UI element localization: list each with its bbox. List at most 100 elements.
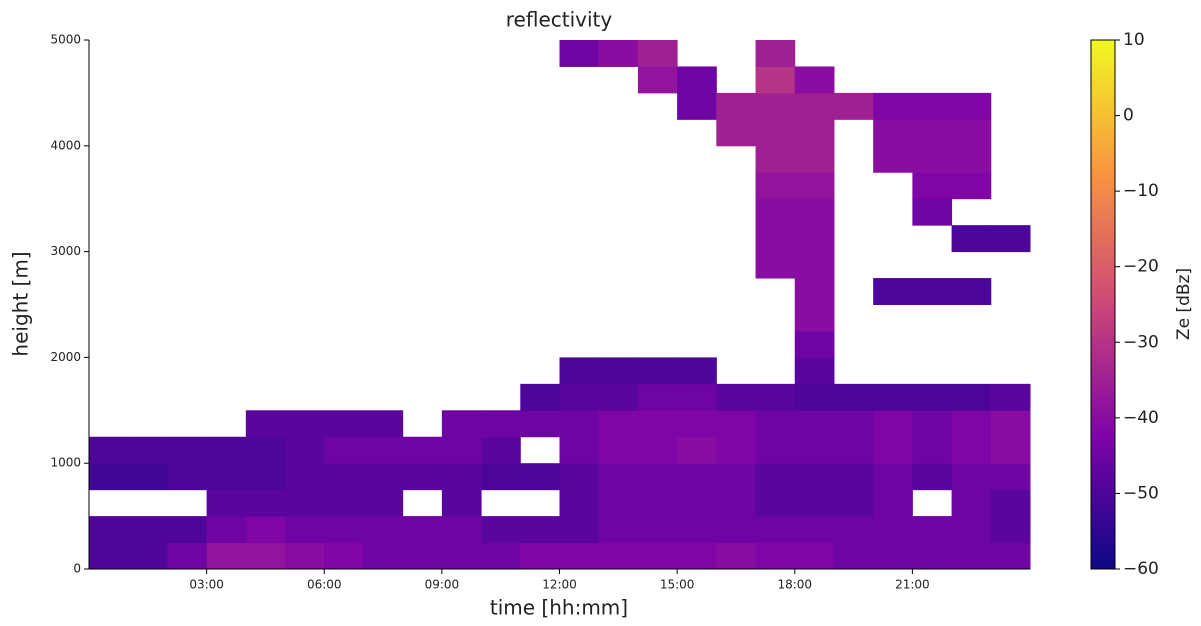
y-tick-label: 0 <box>73 562 81 576</box>
heatmap-cell <box>912 436 953 464</box>
heatmap-cell <box>912 516 953 544</box>
heatmap-cell <box>794 304 835 332</box>
colorbar-tick-label: 0 <box>1123 106 1134 126</box>
heatmap-cell <box>559 463 600 491</box>
heatmap-cell <box>794 225 835 253</box>
heatmap-cell <box>951 225 992 253</box>
heatmap-cell <box>637 410 678 438</box>
heatmap-cell <box>990 463 1031 491</box>
colorbar-tick-label: −20 <box>1123 257 1159 277</box>
colorbar <box>1090 39 1116 570</box>
heatmap-cell <box>677 463 717 491</box>
heatmap-cell <box>167 463 208 491</box>
heatmap-cell <box>794 145 835 173</box>
heatmap-cell <box>206 542 247 570</box>
heatmap-cell <box>755 463 796 491</box>
heatmap-cell <box>559 436 600 464</box>
heatmap-cell <box>833 92 874 120</box>
heatmap-cell <box>794 357 835 385</box>
heatmap-cell <box>716 436 757 464</box>
heatmap-cell <box>441 410 482 438</box>
heatmap-cell <box>990 436 1031 464</box>
heatmap-cell <box>755 172 796 200</box>
heatmap-cell <box>794 542 835 570</box>
y-tick-label: 5000 <box>50 33 81 47</box>
heatmap-cell <box>481 463 521 491</box>
heatmap-cell <box>951 145 992 173</box>
x-tick-label: 21:00 <box>895 578 930 592</box>
heatmap-cell <box>89 542 129 570</box>
heatmap-cell <box>324 489 364 517</box>
heatmap-cell <box>206 463 247 491</box>
heatmap-cell <box>637 383 678 411</box>
heatmap-cell <box>951 410 992 438</box>
heatmap-cell <box>677 66 717 94</box>
heatmap-cell <box>637 489 678 517</box>
heatmap-cell <box>677 542 717 570</box>
y-axis-title: height [m] <box>9 251 33 356</box>
heatmap-cell <box>206 516 247 544</box>
heatmap-cell <box>324 516 364 544</box>
heatmap-cell <box>206 436 247 464</box>
heatmap-cell <box>873 119 913 147</box>
y-tick-label: 3000 <box>50 244 81 258</box>
heatmap-cell <box>716 410 757 438</box>
heatmap-cell <box>598 357 639 385</box>
heatmap-cell <box>598 463 639 491</box>
heatmap-cell <box>951 92 992 120</box>
heatmap-cell <box>755 516 796 544</box>
heatmap-cell <box>128 436 168 464</box>
heatmap-cell <box>912 278 953 305</box>
colorbar-tick-label: −40 <box>1123 408 1159 428</box>
heatmap-cell <box>363 542 404 570</box>
heatmap-cell <box>559 383 600 411</box>
heatmap-cell <box>794 251 835 279</box>
heatmap-cell <box>520 542 560 570</box>
heatmap-cell <box>402 542 443 570</box>
heatmap-cell <box>755 251 796 279</box>
heatmap-cell <box>285 489 325 517</box>
heatmap-cell <box>794 410 835 438</box>
heatmap-cell <box>441 489 482 517</box>
heatmap-cell <box>363 516 404 544</box>
heatmap-cell <box>441 516 482 544</box>
colorbar-tick-label: −10 <box>1123 181 1159 201</box>
heatmap-cell <box>559 40 600 67</box>
heatmap-cell <box>990 383 1031 411</box>
heatmap-cell <box>794 330 835 358</box>
heatmap-cell <box>912 92 953 120</box>
heatmap-cell <box>912 383 953 411</box>
heatmap-cell <box>873 145 913 173</box>
heatmap-cell <box>794 516 835 544</box>
heatmap-cell <box>637 40 678 67</box>
heatmap-cell <box>637 66 678 94</box>
heatmap-cell <box>677 92 717 120</box>
heatmap-cell <box>794 463 835 491</box>
heatmap-cell <box>167 436 208 464</box>
heatmap-cell <box>912 542 953 570</box>
heatmap-cell <box>951 119 992 147</box>
heatmap-cell <box>637 542 678 570</box>
heatmap-cell <box>990 516 1031 544</box>
heatmap-cell <box>873 489 913 517</box>
heatmap-cell <box>833 383 874 411</box>
heatmap-cell <box>598 383 639 411</box>
heatmap-cell <box>637 436 678 464</box>
heatmap-cell <box>285 542 325 570</box>
heatmap-cell <box>716 119 757 147</box>
heatmap-cell <box>912 463 953 491</box>
heatmap-cell <box>912 145 953 173</box>
heatmap-cell <box>873 410 913 438</box>
x-tick-label: 18:00 <box>777 578 812 592</box>
heatmap-cell <box>833 436 874 464</box>
heatmap-cell <box>951 489 992 517</box>
heatmap-cell <box>481 516 521 544</box>
heatmap-cell <box>951 383 992 411</box>
heatmap-cell <box>167 542 208 570</box>
heatmap-cell <box>873 383 913 411</box>
heatmap-cell <box>285 436 325 464</box>
heatmap-cell <box>559 542 600 570</box>
heatmap-cell <box>598 542 639 570</box>
heatmap-cell <box>598 516 639 544</box>
